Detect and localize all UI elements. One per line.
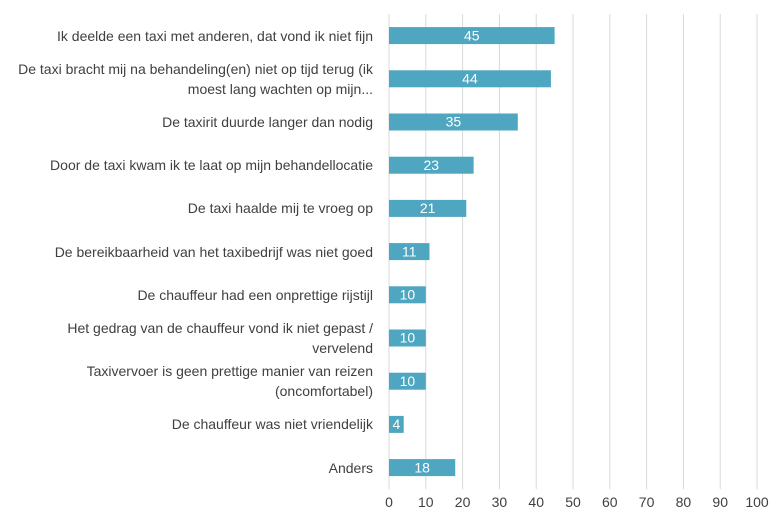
category-text: Ik deelde een taxi met anderen, dat vond… xyxy=(57,27,373,44)
value-label: 10 xyxy=(400,330,416,346)
bar xyxy=(389,156,474,174)
value-label: 44 xyxy=(462,71,478,87)
category-text: Anders xyxy=(328,459,373,476)
y-tick-label: De taxirit duurde langer dan nodig xyxy=(0,100,373,144)
bar xyxy=(389,372,426,390)
category-text: De taxi haalde mij te vroeg op xyxy=(187,200,373,217)
x-tick-label: 0 xyxy=(385,494,393,510)
bar xyxy=(389,415,404,433)
x-tick-label: 100 xyxy=(745,494,769,510)
bar xyxy=(389,329,426,347)
x-tick-label: 90 xyxy=(712,494,728,510)
x-tick-label: 20 xyxy=(455,494,471,510)
y-tick-label: De chauffeur was niet vriendelijk xyxy=(0,402,373,446)
x-tick-label: 80 xyxy=(676,494,692,510)
value-label: 18 xyxy=(414,459,430,475)
x-tick-label: 40 xyxy=(528,494,544,510)
x-tick-label: 50 xyxy=(565,494,581,510)
x-tick-label: 30 xyxy=(492,494,508,510)
x-tick-label: 70 xyxy=(639,494,655,510)
bar xyxy=(389,70,551,88)
category-text: Taxivervoer is geen prettige manier van … xyxy=(86,363,373,400)
bar xyxy=(389,459,456,477)
category-text: De chauffeur was niet vriendelijk xyxy=(171,416,373,433)
value-label: 10 xyxy=(400,373,416,389)
y-tick-label: De bereikbaarheid van het taxibedrijf wa… xyxy=(0,230,373,274)
y-tick-label: De taxi haalde mij te vroeg op xyxy=(0,186,373,230)
category-text: Door de taxi kwam ik te laat op mijn beh… xyxy=(50,157,373,174)
value-label: 4 xyxy=(392,416,400,432)
y-tick-label: Taxivervoer is geen prettige manier van … xyxy=(0,359,373,403)
value-label: 21 xyxy=(420,200,436,216)
bar xyxy=(389,243,430,261)
bar xyxy=(389,113,518,131)
x-tick-label: 10 xyxy=(418,494,434,510)
y-tick-label: Het gedrag van de chauffeur vond ik niet… xyxy=(0,316,373,360)
bar xyxy=(389,286,426,304)
value-label: 45 xyxy=(464,27,480,43)
y-tick-label: Door de taxi kwam ik te laat op mijn beh… xyxy=(0,143,373,187)
y-tick-label: De taxi bracht mij na behandeling(en) ni… xyxy=(0,57,373,101)
y-tick-label: Anders xyxy=(0,446,373,490)
value-label: 35 xyxy=(446,114,462,130)
value-label: 11 xyxy=(402,243,417,259)
category-text: De taxirit duurde langer dan nodig xyxy=(162,114,373,130)
category-text: De bereikbaarheid van het taxibedrijf wa… xyxy=(54,243,373,260)
value-label: 10 xyxy=(400,287,416,303)
bar xyxy=(389,27,555,45)
bar xyxy=(389,199,467,217)
category-text: De taxi bracht mij na behandeling(en) ni… xyxy=(18,60,373,97)
value-label: 23 xyxy=(424,157,440,173)
x-tick-label: 60 xyxy=(602,494,618,510)
y-tick-label: Ik deelde een taxi met anderen, dat vond… xyxy=(0,14,373,58)
category-text: Het gedrag van de chauffeur vond ik niet… xyxy=(67,320,373,356)
category-text: De chauffeur had een onprettige rijstijl xyxy=(137,286,373,303)
y-tick-label: De chauffeur had een onprettige rijstijl xyxy=(0,273,373,317)
